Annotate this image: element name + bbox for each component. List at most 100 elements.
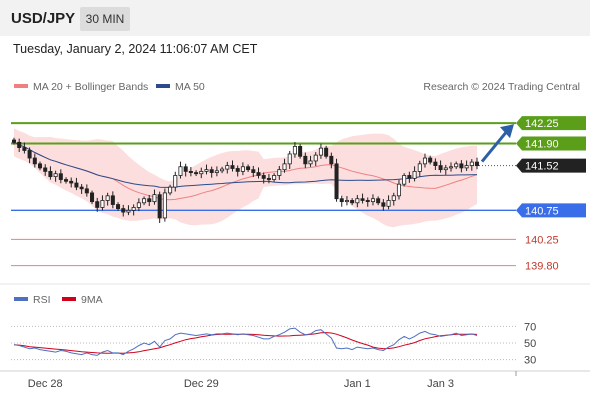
candle xyxy=(292,141,297,158)
current-price-tag xyxy=(516,158,586,173)
candle xyxy=(183,163,188,177)
chart-timestamp: Tuesday, January 2, 2024 11:06:07 AM CET xyxy=(13,42,258,56)
candles-layer xyxy=(11,137,480,224)
candle xyxy=(266,173,271,184)
candle xyxy=(459,160,464,173)
candle xyxy=(448,162,454,172)
candle xyxy=(391,192,396,206)
current-price-label: 141.52 xyxy=(525,161,559,173)
candle xyxy=(95,197,100,212)
candle xyxy=(261,172,266,184)
candle xyxy=(381,199,386,211)
candle xyxy=(235,165,240,177)
candle xyxy=(464,160,469,171)
legend-9ma-swatch xyxy=(62,297,76,301)
candle xyxy=(162,188,167,222)
candle xyxy=(360,193,365,204)
legend-rsi-swatch xyxy=(14,297,28,301)
level-tag-1 xyxy=(516,136,586,151)
candle xyxy=(157,191,162,224)
legend-9ma-label: 9MA xyxy=(81,294,103,306)
candle xyxy=(277,165,282,180)
x-tick-label: Jan 1 xyxy=(344,378,371,390)
rsi-tick-label: 50 xyxy=(524,338,536,350)
legend-ma50-swatch xyxy=(156,84,170,88)
candle xyxy=(220,166,225,174)
chart-credit: Research © 2024 Trading Central xyxy=(423,81,580,93)
candle xyxy=(225,161,230,174)
candle xyxy=(27,147,32,164)
candle xyxy=(11,137,17,145)
candle xyxy=(22,142,27,154)
candle xyxy=(136,198,141,212)
candle xyxy=(214,166,219,177)
candle xyxy=(313,152,318,167)
level-lines-layer xyxy=(11,122,516,267)
candle xyxy=(282,158,287,173)
candle xyxy=(454,161,459,170)
candle xyxy=(199,167,204,179)
candle xyxy=(116,202,121,211)
candle xyxy=(32,153,37,168)
candle xyxy=(256,167,261,179)
candle xyxy=(105,192,110,206)
candle xyxy=(407,171,412,183)
candle xyxy=(152,189,157,205)
candle xyxy=(370,194,375,206)
timeframe-badge[interactable]: 30 MIN xyxy=(80,7,130,31)
rsi-tick-label: 70 xyxy=(524,321,536,333)
candle xyxy=(74,177,79,191)
rsi-panel: 70 50 30 xyxy=(11,321,536,367)
candle xyxy=(43,164,48,176)
candle xyxy=(230,160,235,172)
price-labels-layer: 142.25 141.90 140.75 140.25 139.80 141.52 xyxy=(480,116,586,273)
candle xyxy=(324,145,329,159)
symbol-title: USD/JPY xyxy=(11,10,76,27)
candle xyxy=(308,155,313,167)
legend-rsi-label: RSI xyxy=(33,294,51,306)
candle xyxy=(48,166,53,180)
candle xyxy=(412,166,417,182)
candle xyxy=(240,162,245,176)
level-tag-0 xyxy=(516,116,586,131)
candle xyxy=(396,179,401,200)
candle xyxy=(142,196,147,206)
candle xyxy=(69,177,74,188)
candle xyxy=(121,204,126,217)
candle xyxy=(194,170,199,177)
x-tick-label: Dec 29 xyxy=(184,378,219,390)
candle xyxy=(84,184,89,197)
level-label-2: 140.75 xyxy=(525,205,559,217)
candle xyxy=(339,195,344,207)
candle xyxy=(209,166,214,178)
forecast-arrow-shaft xyxy=(480,130,509,163)
candle xyxy=(376,196,381,206)
level-label-0: 142.25 xyxy=(525,118,559,130)
candle xyxy=(90,190,95,204)
candle xyxy=(131,204,136,216)
candle xyxy=(303,152,308,169)
candle xyxy=(188,166,193,177)
candle xyxy=(37,161,43,171)
level-tag-2 xyxy=(516,203,586,218)
x-tick-label: Jan 3 xyxy=(427,378,454,390)
candle xyxy=(147,194,152,207)
level-label-3: 140.25 xyxy=(525,234,559,246)
candle xyxy=(469,159,474,171)
candle xyxy=(17,138,22,152)
candle xyxy=(386,195,391,210)
candle xyxy=(178,161,183,179)
candle xyxy=(251,165,256,177)
candle xyxy=(53,170,58,182)
header-bar: USD/JPY 30 MIN xyxy=(0,0,590,36)
legend-bollinger-swatch xyxy=(14,84,28,88)
forecast-arrow-head xyxy=(500,124,514,139)
candle xyxy=(168,184,173,196)
candle xyxy=(422,153,427,168)
candle xyxy=(64,177,69,184)
candle xyxy=(433,158,438,171)
candle xyxy=(79,184,84,194)
level-label-4: 139.80 xyxy=(525,261,559,273)
